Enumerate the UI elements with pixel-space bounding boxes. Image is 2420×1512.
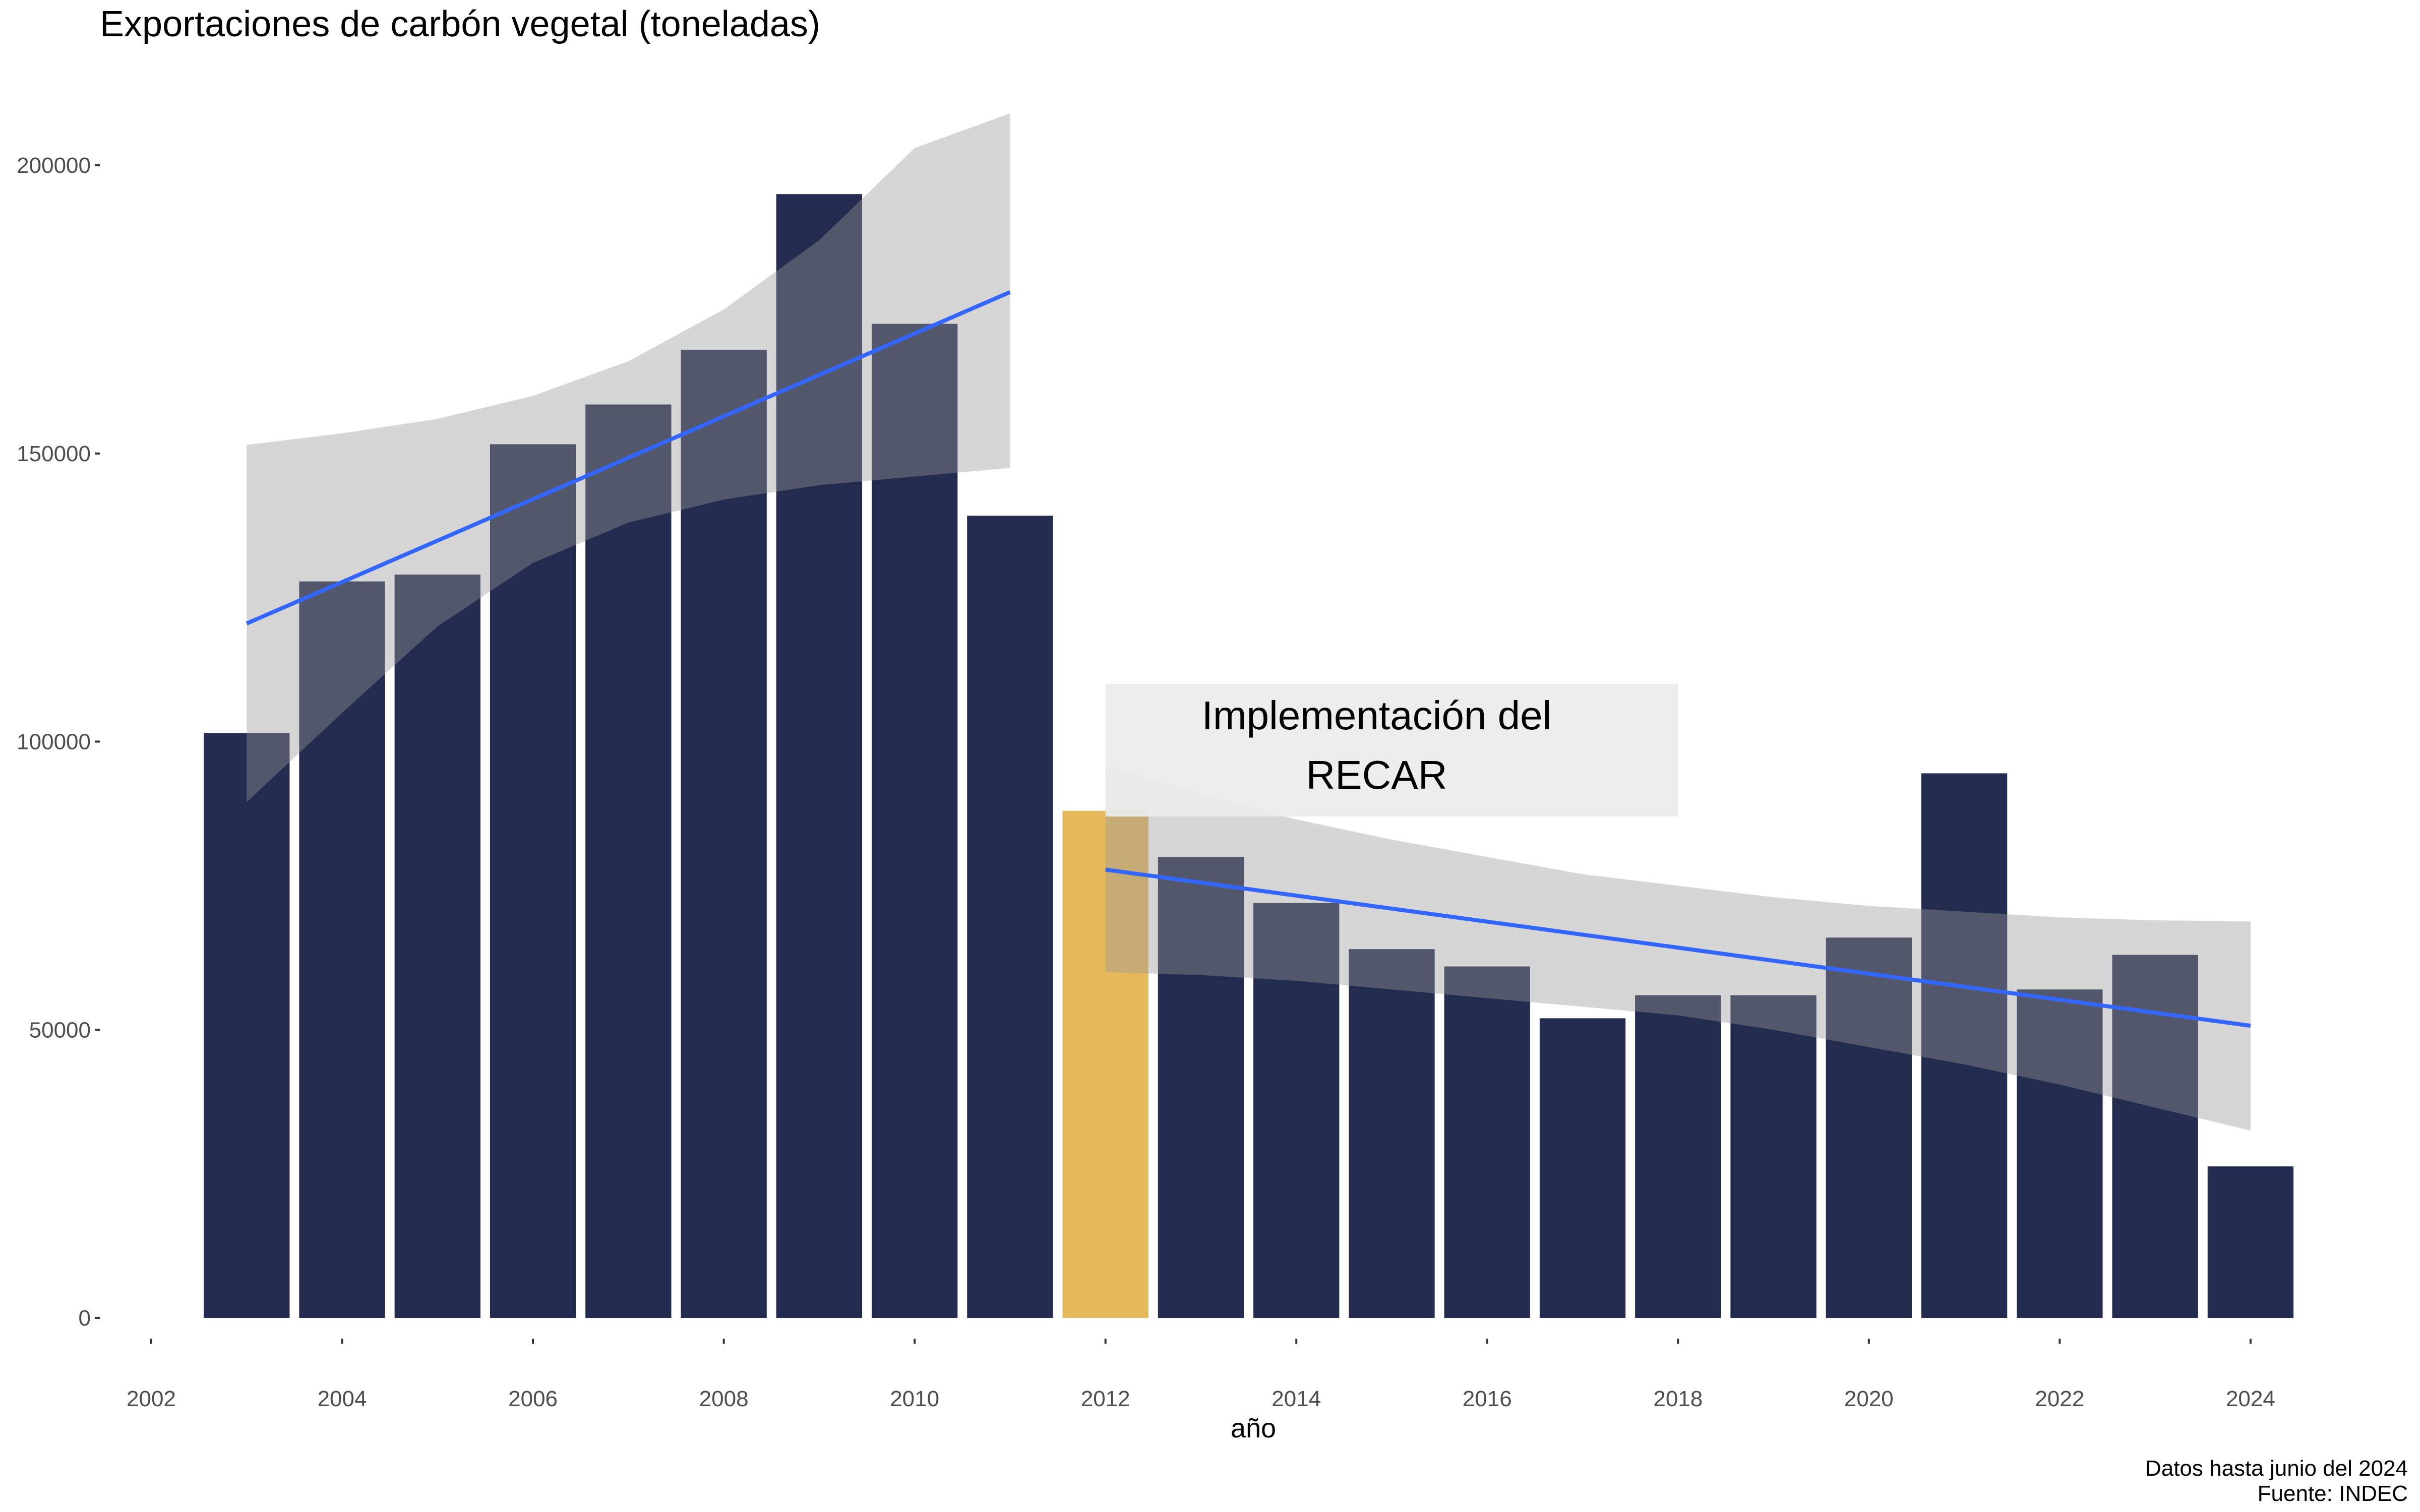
bar-2004 [299, 581, 385, 1318]
x-tick-label: 2008 [699, 1387, 749, 1411]
annotation-recar: Implementación del RECAR [1105, 684, 1678, 817]
bar-2015 [1349, 949, 1435, 1318]
caption-line-2: Fuente: INDEC [2258, 1481, 2408, 1506]
bar-2017 [1539, 1018, 1626, 1318]
x-tick-label: 2006 [508, 1387, 558, 1411]
bar-2008 [681, 349, 767, 1318]
bar-2014 [1253, 903, 1340, 1318]
bar-2007 [585, 404, 672, 1318]
bar-2010 [871, 324, 958, 1318]
x-tick-label: 2020 [1844, 1387, 1894, 1411]
bar-2022 [2017, 989, 2103, 1318]
x-axis-title: año [1231, 1413, 1276, 1443]
chart-title: Exportaciones de carbón vegetal (tonelad… [100, 4, 820, 44]
bars-layer [204, 194, 2294, 1318]
x-tick-label: 2004 [318, 1387, 367, 1411]
bar-2021 [1921, 773, 2008, 1318]
x-tick-label: 2016 [1463, 1387, 1512, 1411]
x-tick-label: 2012 [1081, 1387, 1130, 1411]
trend-line-2 [1105, 867, 2251, 1028]
x-tick-label: 2010 [890, 1387, 939, 1411]
annotation-line-1: Implementación del [1202, 693, 1552, 738]
bar-2024 [2207, 1166, 2294, 1318]
bar-2005 [394, 574, 480, 1318]
y-tick-label: 0 [79, 1306, 91, 1331]
bar-2003 [204, 733, 290, 1318]
y-tick-label: 100000 [17, 730, 91, 754]
y-tick-label: 150000 [17, 442, 91, 466]
bar-2012 [1062, 810, 1148, 1318]
bar-2018 [1635, 995, 1721, 1318]
bar-2013 [1158, 857, 1244, 1318]
y-tick-label: 200000 [17, 153, 91, 178]
x-tick-label: 2022 [2035, 1387, 2084, 1411]
x-tick-label: 2002 [127, 1387, 176, 1411]
caption-line-1: Datos hasta junio del 2024 [2145, 1456, 2408, 1481]
bar-2009 [776, 194, 863, 1318]
x-axis: 2002 2004 2006 2008 2010 2012 2014 2016 2018 2020… [127, 1339, 2275, 1411]
bar-2020 [1826, 937, 1912, 1318]
bar-2019 [1730, 995, 1817, 1318]
x-tick-label: 2024 [2226, 1387, 2275, 1411]
x-tick-label: 2014 [1272, 1387, 1321, 1411]
x-tick-label: 2018 [1653, 1387, 1703, 1411]
annotation-box [1105, 684, 1678, 817]
bar-2016 [1444, 966, 1530, 1318]
bar-2011 [967, 516, 1053, 1318]
trend-lines [246, 290, 2251, 1028]
annotation-line-2: RECAR [1306, 752, 1447, 797]
y-axis: 0 50000 100000 150000 200000 [17, 153, 100, 1331]
trend-line-1 [246, 290, 1011, 625]
y-tick-label: 50000 [29, 1018, 91, 1042]
bar-2006 [490, 444, 576, 1318]
